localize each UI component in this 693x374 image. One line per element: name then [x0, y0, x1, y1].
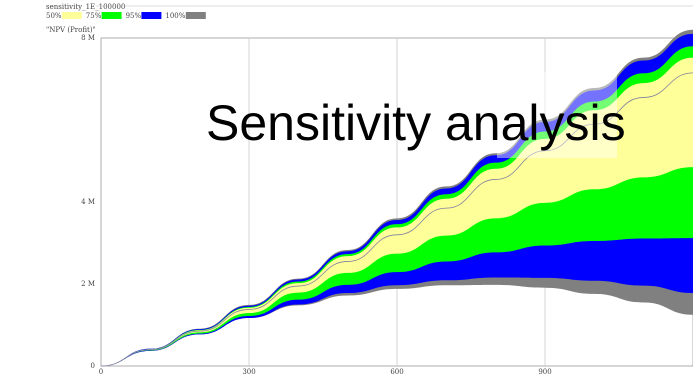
legend: 50% 75% 95% 100%	[46, 12, 206, 20]
legend-swatch	[61, 12, 82, 19]
x-tick-label: 0	[99, 368, 103, 374]
x-tick-label: 300	[242, 368, 255, 374]
y-tick-label: 4 M	[81, 198, 95, 206]
y-tick-label: 0	[91, 362, 95, 370]
legend-label: 100%	[165, 12, 185, 20]
band-75-percent	[101, 46, 693, 367]
y-axis-label: "NPV (Profit)"	[46, 26, 96, 34]
band-100-percent	[101, 29, 693, 367]
legend-swatch	[185, 12, 206, 19]
x-tick-label: 600	[390, 368, 403, 374]
axis-ticks: 0 300 600 900 0 2 M 4 M 8 M	[81, 34, 552, 374]
chart-title: sensitivity_1E_100000	[46, 3, 125, 11]
legend-label: 50%	[46, 12, 62, 20]
y-tick-label: 2 M	[81, 280, 95, 288]
overlay-highlight	[497, 72, 617, 158]
band-areas	[101, 29, 693, 367]
median-line	[100, 72, 693, 367]
band-50-percent	[101, 57, 693, 367]
legend-swatch	[101, 12, 122, 19]
legend-label: 95%	[126, 12, 142, 20]
y-tick-label: 8 M	[81, 34, 95, 42]
overlay-title: Sensitivity analysis	[206, 95, 626, 151]
legend-label: 75%	[86, 12, 102, 20]
legend-swatch	[141, 12, 162, 19]
x-tick-label: 900	[538, 368, 551, 374]
